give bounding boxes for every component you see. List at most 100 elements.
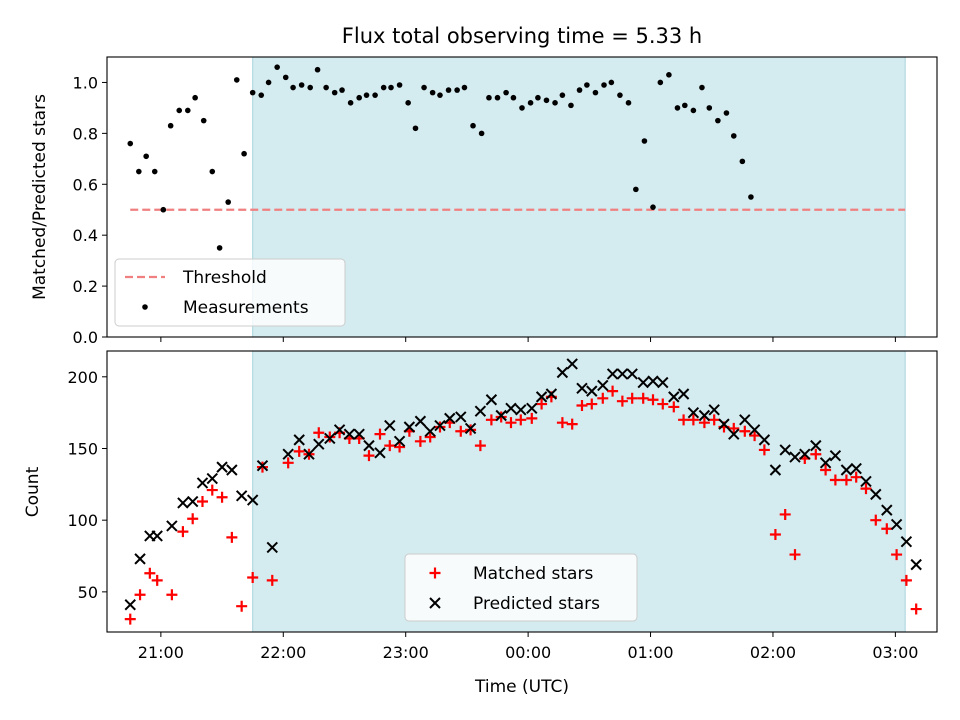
measurement-point <box>372 92 378 98</box>
predicted-stars-point <box>393 435 406 448</box>
measurement-point <box>730 133 737 139</box>
predicted-stars-point <box>384 419 396 432</box>
measurement-point <box>641 138 648 144</box>
top-y-tick-label: 1.0 <box>73 73 98 92</box>
top-y-tick-label: 0.0 <box>73 328 98 347</box>
measurement-point <box>380 84 387 91</box>
x-axis-label: Time (UTC) <box>474 677 569 697</box>
matched-stars-point <box>266 574 278 586</box>
predicted-stars-point <box>444 412 456 425</box>
predicted-stars-point <box>177 497 189 509</box>
measurement-point <box>216 245 223 251</box>
legend-matched-swatch <box>429 567 441 579</box>
predicted-stars-point <box>151 530 163 542</box>
matched-stars-point <box>187 513 199 525</box>
measurement-point <box>494 94 501 101</box>
matched-stars-point <box>769 529 781 541</box>
matched-stars-point <box>196 496 208 508</box>
predicted-stars-point <box>616 368 629 380</box>
predicted-stars-point <box>333 424 346 436</box>
matched-stars-point <box>870 514 882 526</box>
measurement-point <box>543 97 550 104</box>
matched-stars-point <box>247 572 259 584</box>
measurement-point <box>461 84 468 91</box>
predicted-stars-point <box>226 464 238 476</box>
measurement-point <box>584 82 590 88</box>
measurement-point <box>298 82 305 88</box>
predicted-stars-point <box>606 368 619 380</box>
predicted-stars-point <box>403 421 416 433</box>
measurement-point <box>445 87 452 93</box>
matched-stars-point <box>556 417 568 429</box>
predicted-stars-point <box>677 388 690 400</box>
measurement-point <box>160 206 167 213</box>
predicted-stars-point <box>216 461 228 473</box>
measurement-point <box>535 94 541 101</box>
bottom-y-tick-label: 50 <box>78 583 98 602</box>
matched-stars-point <box>414 435 426 447</box>
predicted-stars-point <box>556 366 569 379</box>
legend-threshold-label: Threshold <box>182 268 267 288</box>
measurement-point <box>674 105 681 111</box>
measurement-point <box>396 82 403 88</box>
predicted-stars-point <box>881 504 893 516</box>
legend-measurements-label: Measurements <box>183 298 309 318</box>
predicted-stars-point <box>374 447 386 459</box>
measurement-point <box>633 186 639 193</box>
measurement-point <box>454 87 460 93</box>
matched-stars-point <box>687 414 699 426</box>
matched-stars-point <box>616 395 628 407</box>
measurement-point <box>568 102 574 109</box>
matched-stars-point <box>820 464 832 476</box>
measurement-point <box>666 72 672 78</box>
matched-stars-point <box>495 411 507 423</box>
matched-stars-point <box>586 398 598 410</box>
predicted-stars-point <box>235 490 248 502</box>
matched-stars-point <box>637 392 649 404</box>
measurement-point <box>706 105 713 111</box>
x-tick-label: 03:00 <box>872 643 918 662</box>
measurement-point <box>437 92 443 98</box>
predicted-stars-point <box>626 368 638 380</box>
measurement-point <box>405 100 411 106</box>
matched-stars-point <box>536 398 548 410</box>
top-y-tick-label: 0.2 <box>73 277 98 296</box>
matched-stars-point <box>434 421 446 433</box>
legend-matched-label: Matched stars <box>473 564 593 584</box>
matched-stars-point <box>177 526 189 538</box>
predicted-stars-point <box>495 409 507 422</box>
matched-stars-point <box>850 471 862 483</box>
matched-stars-point <box>236 600 248 612</box>
predicted-stars-point <box>758 434 771 446</box>
measurement-point <box>421 84 427 91</box>
measurement-point <box>527 100 534 106</box>
predicted-stars-point <box>900 535 913 548</box>
matched-stars-point <box>607 385 619 397</box>
measurement-point <box>682 102 688 109</box>
matched-stars-point <box>881 523 893 535</box>
predicted-stars-point <box>860 475 872 488</box>
matched-stars-point <box>626 392 638 404</box>
measurement-point <box>552 100 558 106</box>
matched-stars-point <box>739 425 751 437</box>
measurement-point <box>323 84 329 91</box>
predicted-stars-point <box>363 439 375 452</box>
top-y-axis-label: Matched/Predicted stars <box>30 94 50 300</box>
measurement-point <box>510 94 517 101</box>
measurement-point <box>748 194 754 200</box>
matched-stars-point <box>668 401 680 413</box>
measurement-point <box>739 158 746 165</box>
top-y-tick-label: 0.6 <box>73 175 98 194</box>
predicted-stars-point <box>545 388 558 400</box>
matched-stars-point <box>282 457 294 469</box>
matched-stars-point <box>374 428 386 440</box>
predicted-stars-point <box>910 558 922 571</box>
predicted-stars-point <box>799 448 811 460</box>
predicted-stars-point <box>819 457 832 469</box>
matched-stars-point <box>474 440 486 452</box>
predicted-stars-point <box>474 405 487 417</box>
matched-stars-point <box>151 574 163 586</box>
measurement-point <box>249 89 256 96</box>
measurement-point <box>136 168 142 175</box>
measurement-point <box>723 110 730 116</box>
